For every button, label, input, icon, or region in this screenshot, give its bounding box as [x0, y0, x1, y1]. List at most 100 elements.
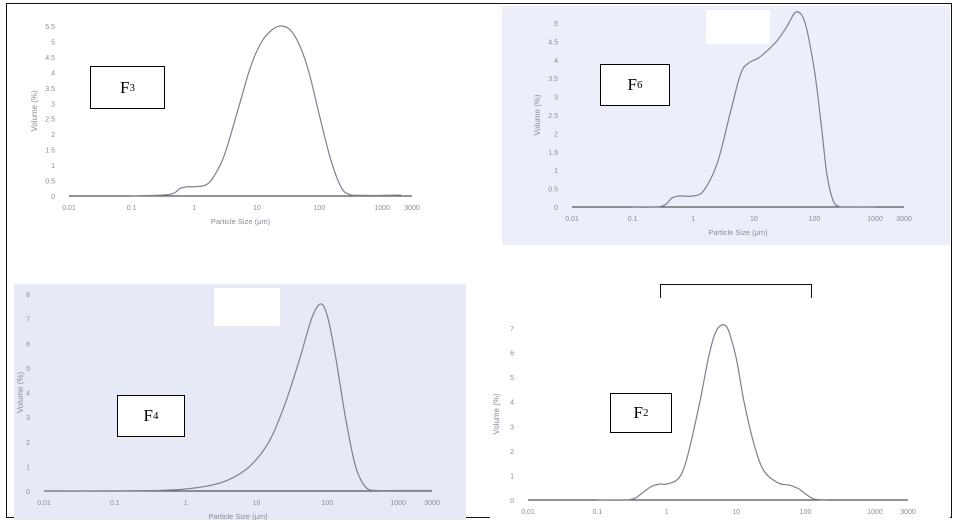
chart-f4: 0 1 2 3 4 5 6 7 8 Volume (%) 0.01 0.1 1 10 100 1000 3000…	[16, 292, 440, 520]
y-tick-label: 3	[51, 101, 55, 108]
x-tick-label: 3000	[404, 205, 420, 212]
x-tick-label: 1000	[867, 216, 883, 223]
panel-label-letter: F	[120, 77, 130, 97]
x-tick-label: 10	[253, 205, 261, 212]
y-axis-label: Volume (%)	[30, 90, 39, 132]
chart-panel-f4: 0 1 2 3 4 5 6 7 8 Volume (%) 0.01 0.1 1 10 100 1000 3000…	[14, 284, 466, 520]
chart-panel-f3: 0 0.5 1 1.5 2 2.5 3 3.5 4 4.5 5 5.5 Volume (%) 0.01 0.…	[14, 6, 476, 235]
y-tick-label: 4	[510, 400, 514, 407]
panel-label-letter: F	[143, 406, 153, 425]
y-tick-label: 0	[51, 194, 55, 201]
panel-label-letter: F	[633, 403, 643, 422]
panel-label-subscript: 3	[129, 81, 135, 94]
x-axis-label: Particle Size (μm)	[208, 512, 268, 520]
x-tick-label: 0.1	[628, 216, 638, 223]
x-axis-label: Particle Size (μm)	[211, 217, 271, 226]
distribution-curve	[632, 11, 876, 208]
y-tick-label: 0.5	[548, 187, 558, 194]
x-tick-label: 10	[732, 509, 740, 516]
x-tick-label: 0.1	[593, 509, 603, 516]
x-tick-label: 1	[691, 216, 695, 223]
x-tick-label: 10	[750, 216, 758, 223]
x-tick-label: 100	[314, 205, 326, 212]
y-tick-label: 2	[554, 131, 558, 138]
y-tick-label: 7	[26, 317, 30, 324]
distribution-curve	[131, 25, 402, 197]
chart-panel-f6: 0 0.5 1 1.5 2 2.5 3 3.5 4 4.5 5 Volume (%) 0.01 0.1 1 1…	[502, 6, 950, 245]
y-tick-label: 6	[26, 341, 30, 348]
y-tick-label: 3	[510, 424, 514, 431]
y-axis-label: Volume (%)	[16, 371, 25, 413]
x-tick-label: 1	[184, 500, 188, 507]
x-tick-label: 3000	[896, 216, 912, 223]
y-tick-label: 2	[26, 440, 30, 447]
y-tick-label: 0	[554, 205, 558, 212]
x-tick-label: 1	[192, 205, 196, 212]
chart-f3: 0 0.5 1 1.5 2 2.5 3 3.5 4 4.5 5 5.5 Volume (%) 0.01 0.…	[30, 24, 420, 226]
y-tick-label: 2	[510, 449, 514, 456]
x-tick-label: 100	[800, 509, 812, 516]
x-tick-label: 0.01	[62, 205, 76, 212]
y-axis-label: Volume (%)	[533, 94, 542, 136]
y-tick-label: 8	[26, 292, 30, 299]
frame-tab-notch	[660, 284, 812, 298]
x-tick-label: 3000	[900, 509, 916, 516]
scan-white-patch	[214, 288, 280, 326]
y-tick-label: 2	[51, 132, 55, 139]
y-tick-label: 4	[26, 391, 30, 398]
x-tick-label: 1000	[867, 509, 883, 516]
y-tick-label: 5	[51, 39, 55, 46]
y-tick-label: 3	[26, 415, 30, 422]
x-tick-label: 0.1	[110, 500, 120, 507]
y-tick-label: 1	[26, 464, 30, 471]
y-tick-label: 3	[554, 95, 558, 102]
y-tick-label: 1.5	[45, 148, 55, 155]
x-tick-label: 1	[665, 509, 669, 516]
y-tick-label: 4	[554, 58, 558, 65]
y-tick-label: 4.5	[548, 39, 558, 46]
x-tick-label: 0.01	[37, 500, 51, 507]
x-axis-label: Particle Size (μm)	[708, 228, 768, 237]
x-tick-label: 1000	[390, 500, 406, 507]
x-tick-label: 10	[253, 500, 261, 507]
panel-label-letter: F	[627, 75, 637, 94]
y-tick-label: 5	[554, 21, 558, 28]
y-tick-label: 4.5	[45, 55, 55, 62]
y-tick-label: 3.5	[548, 76, 558, 83]
y-tick-label: 2.5	[45, 117, 55, 124]
panel-label-subscript: 2	[642, 407, 649, 419]
x-tick-label: 100	[809, 216, 821, 223]
x-tick-label: 0.1	[127, 205, 137, 212]
y-tick-label: 1.5	[548, 150, 558, 157]
y-tick-label: 1	[510, 473, 514, 480]
x-tick-label: 100	[322, 500, 334, 507]
distribution-curve	[597, 324, 827, 501]
y-tick-label: 1	[51, 163, 55, 170]
y-tick-label: 7	[510, 326, 514, 333]
y-tick-label: 6	[510, 351, 514, 358]
scan-white-patch	[706, 10, 770, 44]
y-tick-label: 1	[554, 168, 558, 175]
chart-f6: 0 0.5 1 1.5 2 2.5 3 3.5 4 4.5 5 Volume (%) 0.01 0.1 1 1…	[533, 11, 912, 237]
panel-label-subscript: 4	[152, 410, 159, 422]
y-tick-label: 3.5	[45, 86, 55, 93]
panel-label-subscript: 6	[636, 79, 643, 91]
y-tick-label: 4	[51, 70, 55, 77]
x-tick-label: 1000	[374, 205, 390, 212]
y-tick-label: 5	[26, 366, 30, 373]
y-tick-label: 0	[510, 498, 514, 505]
x-tick-label: 0.01	[521, 509, 535, 516]
y-tick-label: 2.5	[548, 113, 558, 120]
y-tick-label: 0	[26, 489, 30, 496]
distribution-curve	[43, 303, 432, 492]
x-tick-label: 0.01	[565, 216, 579, 223]
y-tick-label: 5.5	[45, 24, 55, 31]
x-tick-label: 3000	[424, 500, 440, 507]
y-tick-label: 5	[510, 375, 514, 382]
